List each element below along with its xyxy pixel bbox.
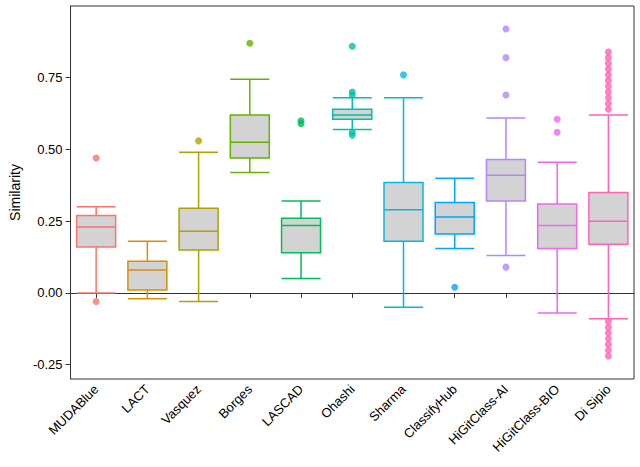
svg-text:Sharma: Sharma xyxy=(366,381,409,424)
svg-text:ClassifyHub: ClassifyHub xyxy=(400,381,460,442)
svg-text:Vasquez: Vasquez xyxy=(158,382,204,428)
svg-text:0.00: 0.00 xyxy=(37,285,62,300)
svg-text:Borges: Borges xyxy=(215,381,255,421)
svg-text:MUDABlue: MUDABlue xyxy=(45,382,101,438)
svg-text:-0.25: -0.25 xyxy=(33,357,63,372)
svg-text:LASCAD: LASCAD xyxy=(259,382,306,429)
svg-text:Similarity: Similarity xyxy=(7,164,23,221)
svg-text:LACT: LACT xyxy=(119,382,153,416)
svg-text:0.50: 0.50 xyxy=(37,142,62,157)
svg-text:Ohashi: Ohashi xyxy=(318,382,358,422)
svg-text:HiGitClass-BIO: HiGitClass-BIO xyxy=(490,382,563,455)
svg-text:0.25: 0.25 xyxy=(37,214,62,229)
svg-text:HiGitClass-AI: HiGitClass-AI xyxy=(445,381,512,448)
svg-text:Di Sipio: Di Sipio xyxy=(571,382,613,424)
svg-text:0.75: 0.75 xyxy=(37,70,62,85)
